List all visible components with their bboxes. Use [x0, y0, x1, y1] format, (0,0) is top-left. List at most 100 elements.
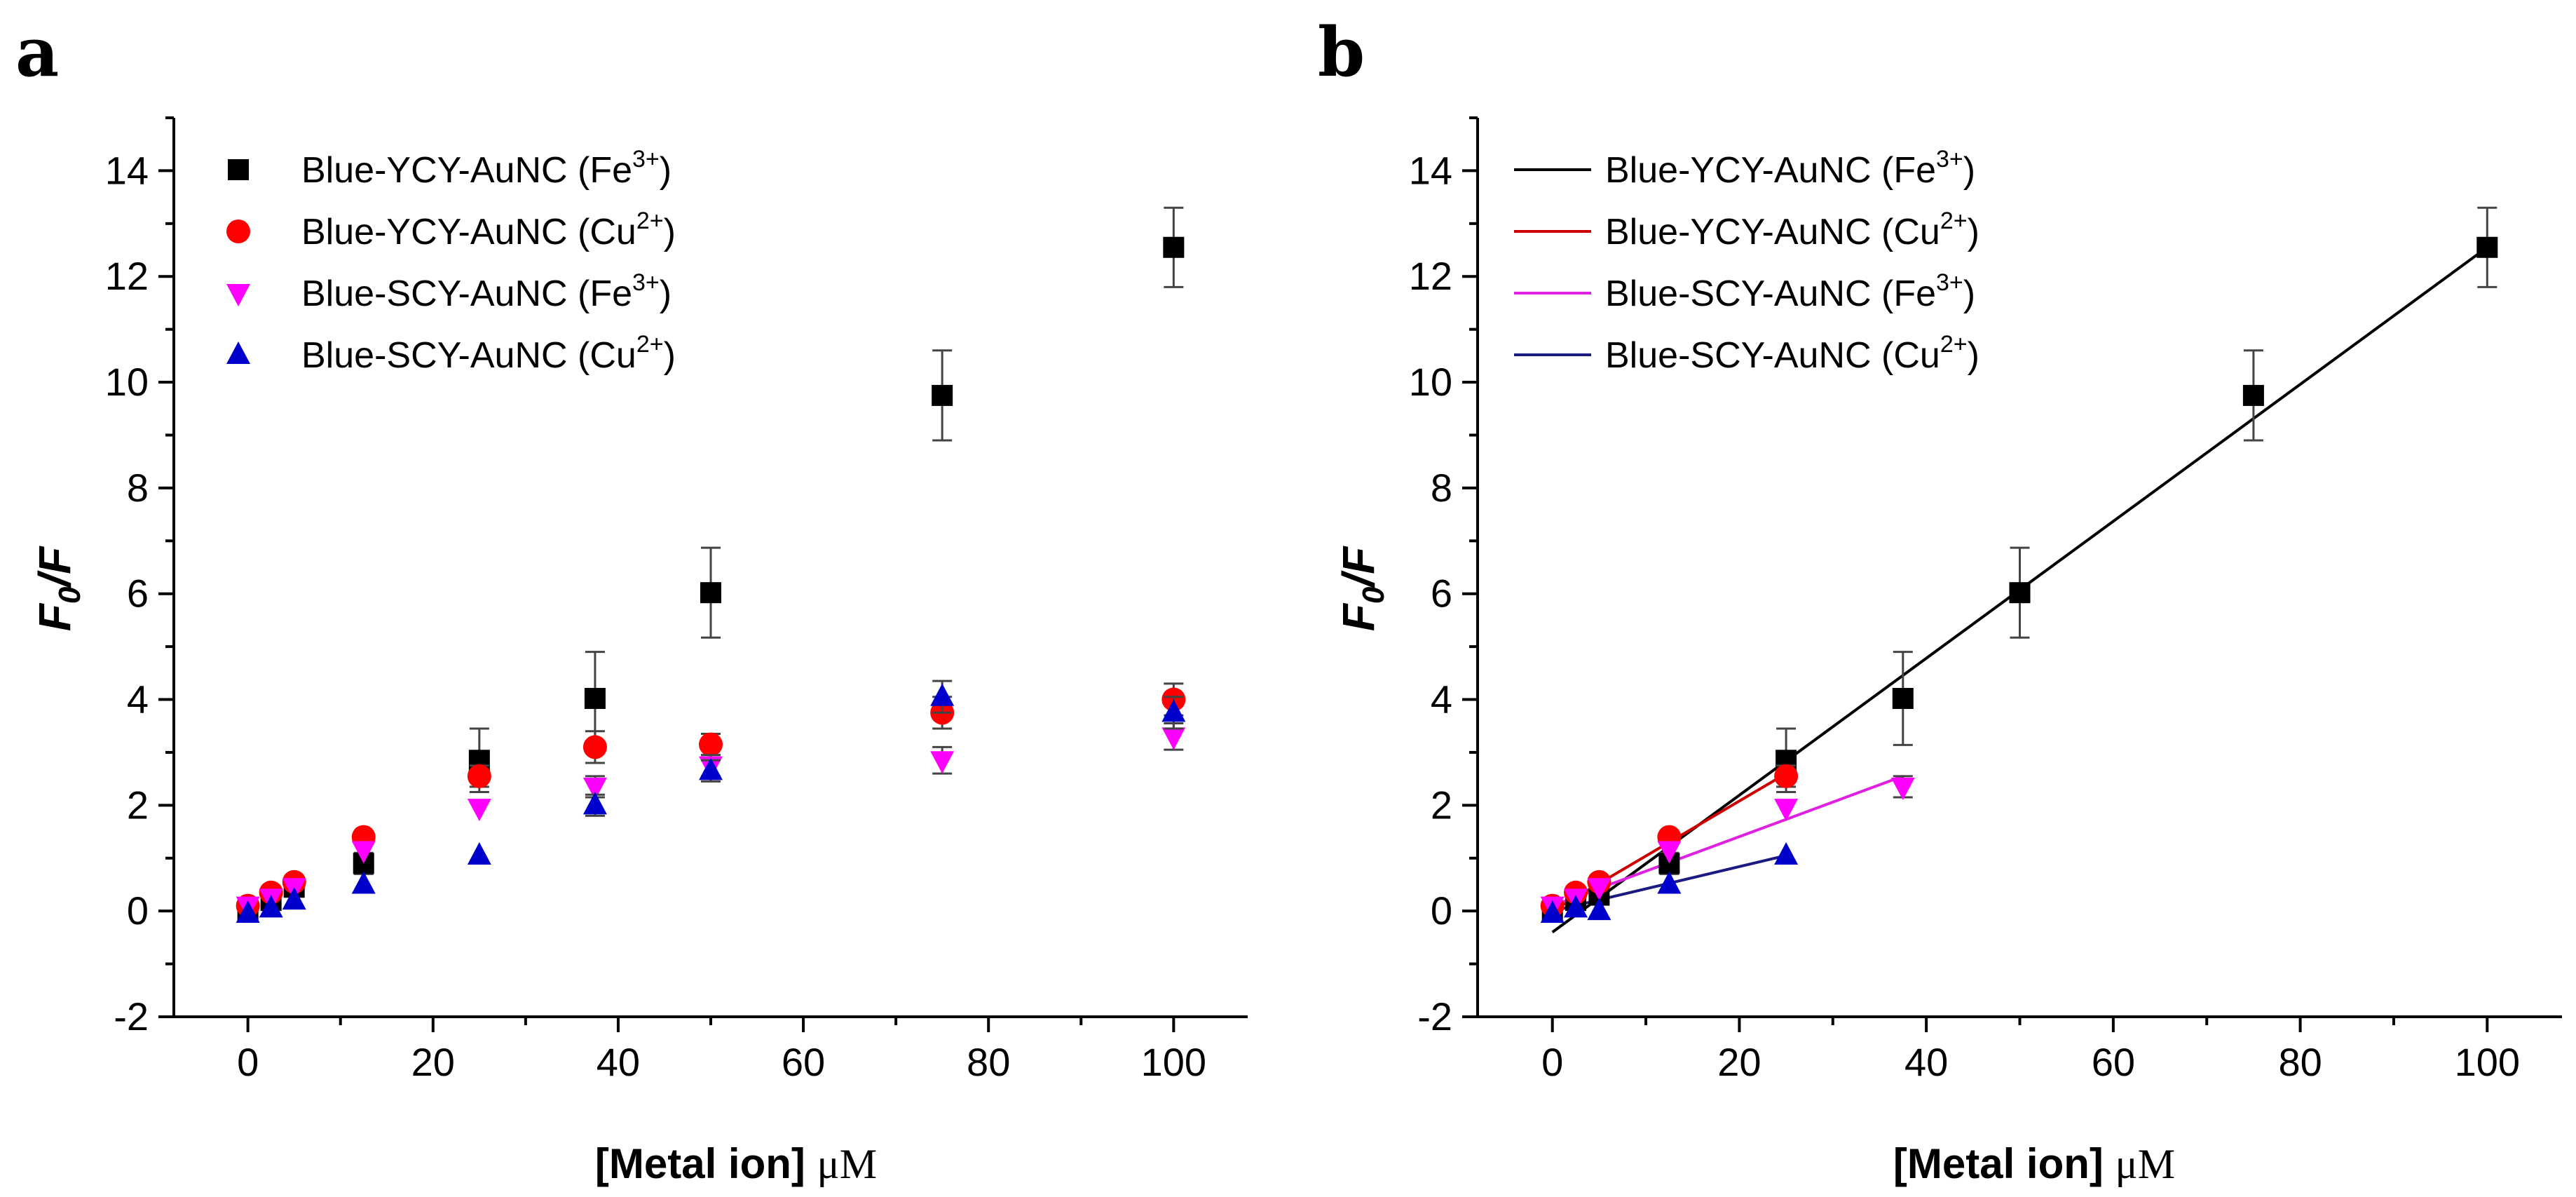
legend-label-close: ) — [664, 335, 676, 376]
legend-label-3: Blue-SCY-AuNC (Cu2+) — [1605, 331, 1979, 376]
panel-b-y-axis-title-div: /F — [1333, 546, 1384, 589]
panel-b-x-axis-title: [Metal ion] μM — [1893, 1140, 2175, 1187]
legend-label-0: Blue-YCY-AuNC (Fe3+) — [1605, 146, 1975, 191]
legend-label-2: Blue-SCY-AuNC (Fe3+) — [1605, 269, 1975, 314]
data-point-series-3 — [351, 871, 376, 894]
legend-label-close: ) — [664, 212, 676, 252]
x-tick-label: 80 — [2278, 1040, 2322, 1084]
data-point-series-0 — [1892, 688, 1914, 710]
panel-b-ticks: -2 0 2 4 6 8 10 12 14 0 20 40 60 80 100 — [1409, 116, 2520, 1084]
y-tick-label: 10 — [1409, 360, 1452, 404]
panel-b-x-axis-title-main: [Metal ion] — [1893, 1140, 2115, 1187]
legend-label-1: Blue-YCY-AuNC (Cu2+) — [301, 208, 676, 252]
x-tick-label: 0 — [237, 1040, 259, 1084]
data-point-series-0 — [1163, 236, 1185, 258]
panel-b: b -2 0 2 4 6 8 10 12 14 0 20 40 60 80 100 Blue-YCY-AuN… — [1318, 13, 2562, 1187]
y-tick-label: 4 — [1431, 677, 1452, 722]
legend-label-main: Blue-SCY-AuNC (Fe — [1605, 273, 1936, 314]
data-point-series-3 — [1564, 895, 1588, 918]
panel-b-legend: Blue-YCY-AuNC (Fe3+)Blue-YCY-AuNC (Cu2+)… — [1514, 146, 1979, 376]
y-tick-label: 14 — [105, 148, 149, 192]
legend-label-close: ) — [660, 273, 672, 314]
x-tick-label: 100 — [2455, 1040, 2520, 1084]
legend-label-main: Blue-YCY-AuNC (Fe — [301, 150, 632, 191]
panel-a-y-axis-title: F0/F — [29, 546, 87, 631]
legend-marker-1 — [226, 219, 250, 243]
panel-a: a -2 0 2 4 6 8 10 12 14 0 20 40 60 80 100 Blue-YCY-AuN… — [15, 13, 1248, 1187]
y-tick-label: 8 — [1431, 466, 1452, 510]
data-point-series-3 — [467, 841, 491, 865]
y-tick-label: 0 — [1431, 888, 1452, 933]
data-point-series-3 — [236, 900, 260, 923]
legend-label-main: Blue-YCY-AuNC (Fe — [1605, 150, 1936, 191]
data-point-series-3 — [1540, 900, 1565, 923]
data-point-series-2 — [1657, 841, 1682, 864]
data-point-series-3 — [1587, 898, 1611, 921]
data-point-series-3 — [1161, 699, 1186, 722]
legend-label-main: Blue-YCY-AuNC (Cu — [301, 212, 636, 252]
x-tick-label: 40 — [597, 1040, 640, 1084]
legend-marker-2 — [226, 284, 250, 306]
x-tick-label: 20 — [411, 1040, 455, 1084]
data-point-series-3 — [1657, 871, 1682, 894]
data-point-series-3 — [930, 683, 955, 706]
panel-a-legend: Blue-YCY-AuNC (Fe3+)Blue-YCY-AuNC (Cu2+)… — [226, 146, 676, 376]
legend-label-0: Blue-YCY-AuNC (Fe3+) — [301, 146, 672, 191]
x-tick-label: 100 — [1141, 1040, 1206, 1084]
data-point-series-0 — [2476, 236, 2498, 258]
y-tick-label: 0 — [127, 888, 149, 933]
y-tick-label: 6 — [127, 572, 149, 616]
panel-b-x-axis-title-unit: μM — [2115, 1141, 2176, 1187]
legend-label-main: Blue-SCY-AuNC (Fe — [301, 273, 632, 314]
data-point-series-1 — [582, 735, 607, 759]
y-tick-label: 4 — [127, 677, 149, 722]
panel-a-x-axis-title: [Metal ion] μM — [595, 1140, 877, 1187]
legend-marker-3 — [226, 341, 250, 364]
data-point-series-3 — [582, 792, 607, 815]
legend-label-sup: 2+ — [1940, 208, 1968, 234]
panel-a-y-axis-title-sub: 0 — [53, 586, 87, 604]
y-tick-label: 10 — [105, 360, 149, 404]
panel-a-marks — [236, 206, 1186, 923]
data-point-series-2 — [582, 777, 607, 800]
x-tick-label: 20 — [1717, 1040, 1761, 1084]
data-point-series-2 — [351, 841, 376, 864]
y-tick-label: 14 — [1409, 148, 1452, 192]
legend-marker-0 — [228, 159, 249, 180]
x-tick-label: 60 — [782, 1040, 825, 1084]
data-point-series-2 — [467, 799, 491, 822]
y-tick-label: -2 — [114, 994, 149, 1039]
data-point-series-2 — [1890, 777, 1915, 800]
legend-label-sup: 3+ — [1936, 146, 1963, 173]
panel-a-label: a — [15, 13, 59, 92]
y-tick-label: 6 — [1431, 572, 1452, 616]
y-tick-label: 2 — [1431, 783, 1452, 827]
y-tick-label: -2 — [1417, 994, 1452, 1039]
panel-a-x-axis-title-main: [Metal ion] — [595, 1140, 817, 1187]
panel-a-ticks: -2 0 2 4 6 8 10 12 14 0 20 40 60 80 100 — [105, 116, 1206, 1084]
panel-a-y-axis-title-div: /F — [29, 546, 80, 589]
legend-label-close: ) — [1968, 335, 1979, 376]
legend-label-sup: 2+ — [636, 331, 664, 358]
x-tick-label: 60 — [2092, 1040, 2135, 1084]
y-tick-label: 2 — [127, 783, 149, 827]
legend-label-main: Blue-SCY-AuNC (Cu — [1605, 335, 1940, 376]
legend-label-sup: 3+ — [632, 269, 660, 296]
legend-label-sup: 2+ — [636, 208, 664, 234]
data-point-series-3 — [699, 757, 723, 780]
legend-label-main: Blue-SCY-AuNC (Cu — [301, 335, 636, 376]
panel-b-y-axis-title-sub: 0 — [1356, 586, 1391, 604]
panel-a-x-axis-title-unit: μM — [817, 1141, 878, 1187]
legend-label-close: ) — [1963, 150, 1975, 191]
legend-label-sup: 2+ — [1940, 331, 1968, 358]
data-point-series-0 — [700, 582, 721, 604]
panel-a-y-axis-title-f: F — [29, 602, 80, 631]
panel-b-label: b — [1318, 13, 1365, 92]
y-tick-label: 8 — [127, 466, 149, 510]
legend-label-close: ) — [1963, 273, 1975, 314]
legend-label-sup: 3+ — [1936, 269, 1963, 296]
legend-label-close: ) — [660, 150, 672, 191]
panel-b-y-axis-title: F0/F — [1333, 546, 1391, 631]
